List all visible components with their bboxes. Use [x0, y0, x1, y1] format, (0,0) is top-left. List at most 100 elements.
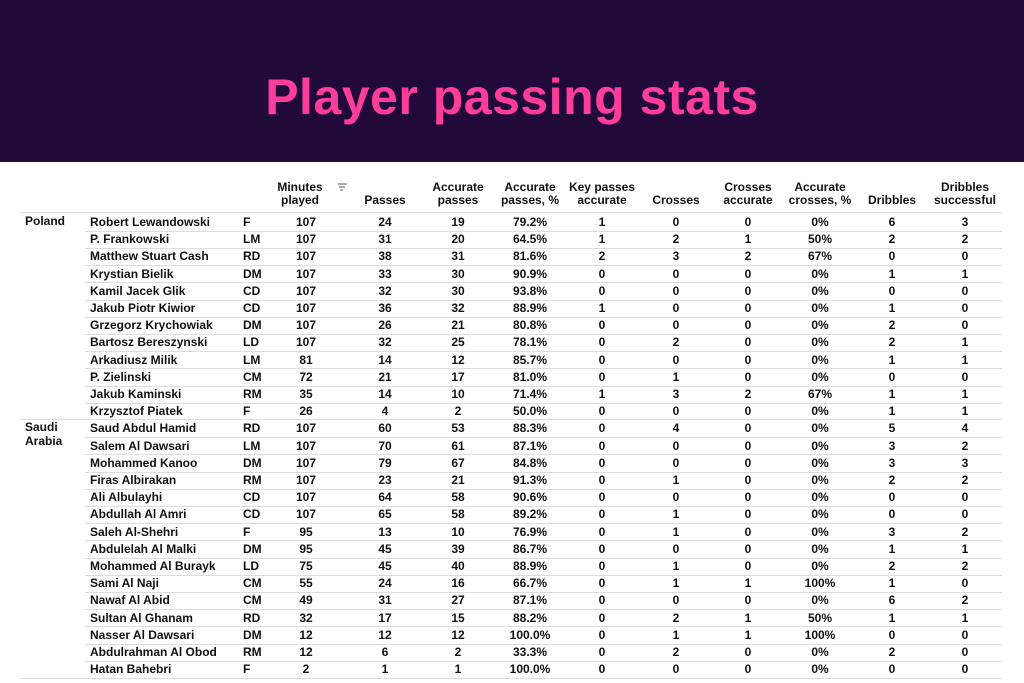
- stat-cell: 49: [299, 593, 313, 608]
- stat-cell: 19: [451, 215, 465, 229]
- stat-cell: 107: [295, 215, 317, 229]
- stat-cell: 26: [378, 318, 392, 333]
- stat-cell: 0: [961, 627, 969, 642]
- stat-cell: 53: [451, 421, 465, 436]
- stat-cell: 0: [598, 541, 606, 556]
- stat-cell: 40: [451, 559, 465, 573]
- player-name: Arkadiusz Milik: [90, 352, 178, 367]
- stat-cell: 3: [672, 249, 680, 264]
- position: DM: [243, 627, 262, 642]
- row-rule: [85, 660, 1002, 662]
- player-name: Abdulelah Al Malki: [90, 541, 197, 556]
- stat-cell: 0: [672, 266, 680, 281]
- stat-cell: 100.0%: [509, 662, 551, 677]
- stat-cell: 60: [378, 421, 392, 436]
- stat-cell: 107: [295, 421, 317, 436]
- player-name: P. Frankowski: [90, 232, 170, 247]
- stat-cell: 0: [961, 301, 969, 315]
- player-name: Mohammed Al Burayk: [90, 559, 216, 573]
- stat-cell: 107: [295, 455, 317, 470]
- stat-cell: 0: [961, 283, 969, 298]
- stat-cell: 50%: [807, 232, 833, 247]
- position: CM: [243, 369, 262, 384]
- stat-cell: 107: [295, 507, 317, 522]
- stat-cell: 0: [888, 283, 896, 298]
- player-name: Sultan Al Ghanam: [90, 610, 193, 625]
- stat-cell: 107: [295, 490, 317, 505]
- row-rule: [85, 316, 1002, 318]
- stat-cell: 0: [672, 215, 680, 229]
- stat-cell: 1: [961, 387, 969, 401]
- stat-cell: 1: [961, 541, 969, 556]
- stat-cell: 81.6%: [512, 249, 548, 264]
- stat-cell: 16: [451, 576, 465, 591]
- stat-cell: 79: [378, 455, 392, 470]
- sort-icon[interactable]: [338, 182, 348, 192]
- stat-cell: 12: [299, 645, 313, 659]
- stat-cell: 12: [451, 352, 465, 367]
- stat-cell: 17: [451, 369, 465, 384]
- column-header: Key passes accurate: [568, 180, 636, 207]
- stat-cell: 0: [598, 524, 606, 539]
- stat-cell: 14: [378, 387, 392, 401]
- stat-cell: 2: [888, 318, 896, 333]
- stat-cell: 0%: [811, 318, 829, 333]
- stat-cell: 1: [888, 541, 896, 556]
- stat-cell: 81.0%: [512, 369, 548, 384]
- column-header: Accurate passes, %: [500, 180, 560, 207]
- player-name: Robert Lewandowski: [90, 215, 211, 229]
- stat-cell: 78.1%: [512, 335, 548, 350]
- stat-cell: 0: [961, 249, 969, 264]
- stat-cell: 55: [299, 576, 313, 591]
- stat-cell: 0%: [811, 438, 829, 453]
- stat-cell: 0: [888, 507, 896, 522]
- stat-cell: 86.7%: [512, 541, 548, 556]
- player-name: Bartosz Bereszynski: [90, 335, 208, 350]
- stat-cell: 0: [744, 662, 752, 677]
- stat-cell: 0: [744, 215, 752, 229]
- stat-cell: 67%: [807, 249, 833, 264]
- position: RD: [243, 610, 261, 625]
- stat-cell: 58: [451, 507, 465, 522]
- stat-cell: 2: [672, 645, 680, 659]
- stat-cell: 1: [598, 387, 606, 401]
- stat-cell: 0: [598, 662, 606, 677]
- stat-cell: 0: [672, 352, 680, 367]
- position: RD: [243, 249, 261, 264]
- stat-cell: 32: [451, 301, 465, 315]
- stat-cell: 0: [744, 645, 752, 659]
- row-rule: [85, 609, 1002, 611]
- position: RM: [243, 645, 262, 659]
- stat-cell: 0: [744, 266, 752, 281]
- stat-cell: 91.3%: [512, 473, 548, 487]
- stat-cell: 35: [299, 387, 313, 401]
- stat-cell: 0: [961, 662, 969, 677]
- player-name: Sami Al Naji: [90, 576, 159, 591]
- player-name: P. Zielinski: [90, 369, 152, 384]
- stat-cell: 0: [598, 318, 606, 333]
- stat-cell: 1: [672, 576, 680, 591]
- stat-cell: 0: [598, 455, 606, 470]
- stat-cell: 2: [744, 249, 752, 264]
- stat-cell: 0: [598, 352, 606, 367]
- stat-cell: 0: [961, 645, 969, 659]
- stat-cell: 75: [299, 559, 313, 573]
- stat-cell: 107: [295, 283, 317, 298]
- stat-cell: 31: [378, 593, 392, 608]
- stat-cell: 0: [744, 369, 752, 384]
- stat-cell: 0: [744, 404, 752, 419]
- stat-cell: 1: [744, 232, 752, 247]
- stat-cell: 0: [672, 541, 680, 556]
- stat-cell: 0%: [811, 490, 829, 505]
- player-name: Saleh Al-Shehri: [90, 524, 179, 539]
- row-rule: [85, 282, 1002, 284]
- stat-cell: 0: [888, 249, 896, 264]
- stat-cell: 0: [744, 421, 752, 436]
- stat-cell: 2: [888, 232, 896, 247]
- title: Player passing stats: [265, 69, 759, 125]
- stat-cell: 0%: [811, 301, 829, 315]
- position: F: [243, 662, 251, 677]
- stat-cell: 1: [961, 266, 969, 281]
- stat-cell: 0%: [811, 215, 829, 229]
